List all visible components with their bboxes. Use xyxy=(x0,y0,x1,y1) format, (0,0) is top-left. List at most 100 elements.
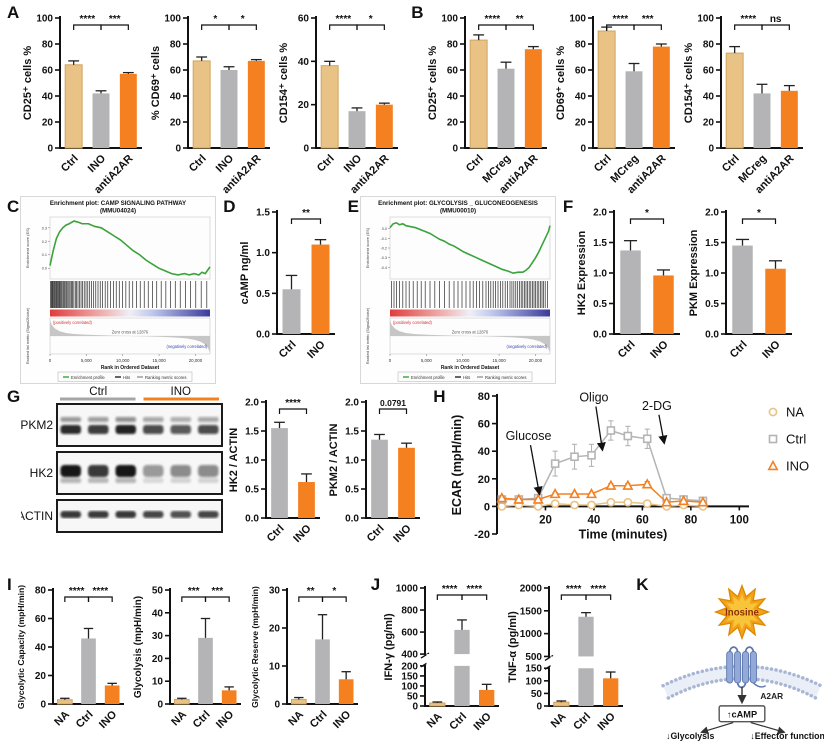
svg-text:*: * xyxy=(332,586,336,597)
camp-label: ↑cAMP xyxy=(727,709,757,719)
svg-text:****: **** xyxy=(285,398,301,409)
svg-text:0.1: 0.1 xyxy=(42,253,47,257)
svg-text:80: 80 xyxy=(446,40,458,51)
row-1: A 0 20 40 60 80 100 CD25⁺ cells % Ctrl INO antiA2… xyxy=(0,2,824,196)
svg-D: 0.0 0.5 1.0 1.5 cAMP ng/ml Ctrl INO ** xyxy=(239,208,335,361)
outcome-effector: ↓Effector function xyxy=(751,731,824,741)
svg-text:CD154⁺ cells %: CD154⁺ cells % xyxy=(683,43,695,124)
svg-text:cAMP ng/ml: cAMP ng/ml xyxy=(239,242,251,305)
svg-text:(MMU04024): (MMU04024) xyxy=(100,208,136,215)
membrane-band xyxy=(663,666,822,698)
svg-blot: Ctrl INO PKM2 HK2 ACTIN xyxy=(21,386,224,533)
chart-cd69-pct: 0 20 40 60 80 100% CD69⁺ cells Ctrl INO antiA2AR… xyxy=(148,2,276,196)
svg-text:15,000: 15,000 xyxy=(492,358,506,363)
svg-text:INO: INO xyxy=(649,338,672,361)
svg-text:Ranked list metric (Signal2Noi: Ranked list metric (Signal2Noise) xyxy=(366,307,370,364)
svg-text:**: ** xyxy=(515,14,523,25)
svg-text:60: 60 xyxy=(702,66,714,77)
svg-text:80: 80 xyxy=(574,40,586,51)
svg-text:1.0: 1.0 xyxy=(593,269,607,280)
panel-b: B 0 20 40 60 80 100 CD25⁺ cells % Ctrl MCreg anti… xyxy=(404,2,808,196)
svg-text:INO: INO xyxy=(97,708,120,731)
svg-text:PKM2 / ACTIN: PKM2 / ACTIN xyxy=(328,423,340,496)
svg-text:****: **** xyxy=(336,14,352,25)
svg-text:0.0791: 0.0791 xyxy=(380,398,406,408)
svg-text:Enrichment plot: CAMP SIGNALIN: Enrichment plot: CAMP SIGNALING PATHWAY xyxy=(50,200,187,207)
svg-text:40: 40 xyxy=(298,57,310,68)
branch-arrow-right xyxy=(751,721,787,735)
svg-text:20: 20 xyxy=(170,118,182,129)
panel-i: I 0 20 40 60 80 Glycolytic Capacity (mpH/min)… xyxy=(0,574,364,750)
panel-f: F 0.0 0.5 1.0 1.5 2.0 HK2 Expression Ctrl INO * … xyxy=(556,196,798,374)
svg-text:****: **** xyxy=(591,584,607,595)
svg-text:80: 80 xyxy=(702,40,714,51)
svg-text:0.0: 0.0 xyxy=(245,514,259,525)
pathway-svg: Inosine A2AR ↑cAMP xyxy=(661,583,824,741)
svg-text:40: 40 xyxy=(587,514,600,526)
svg-text:Enrichment profile: Enrichment profile xyxy=(411,375,445,380)
svg-text:Enrichment profile: Enrichment profile xyxy=(71,375,105,380)
svg-text:Rank in Ordered Dataset: Rank in Ordered Dataset xyxy=(441,365,500,371)
svg-text:20: 20 xyxy=(539,514,552,526)
svg-text:50: 50 xyxy=(407,691,419,702)
svg-text:60: 60 xyxy=(170,66,182,77)
svg-text:1.5: 1.5 xyxy=(593,238,607,249)
svg-text:100: 100 xyxy=(526,676,543,687)
panel-e-label: E xyxy=(347,197,359,216)
svg-text:100: 100 xyxy=(441,14,458,25)
svg-F1: 0.0 0.5 1.0 1.5 2.0 HK2 Expression Ctrl INO * xyxy=(576,208,681,361)
svg-text:****: **** xyxy=(442,584,458,595)
svg-text:0.3: 0.3 xyxy=(42,226,47,230)
svg-I1: 0 20 40 60 80 Glycolytic Capacity (mpH/min) NA… xyxy=(16,585,124,731)
svg-text:0: 0 xyxy=(157,700,163,711)
svg-E: Enrichment plot: GLYCOLYSIS _ GLUCONEOGE… xyxy=(359,196,556,384)
svg-text:Oligo: Oligo xyxy=(579,391,608,405)
svg-text:Enrichment plot: GLYCOLYSIS _: Enrichment plot: GLYCOLYSIS _ GLUCONEOGE… xyxy=(378,200,538,207)
svg-text:40: 40 xyxy=(446,92,458,103)
svg-text:(negatively correlated): (negatively correlated) xyxy=(506,344,547,349)
svg-text:NA: NA xyxy=(425,711,445,731)
row-3: G Ctrl INO PKM2 HK2 ACTIN 0.0 0.5 1.0 1.5 2.0 HK2… xyxy=(0,386,824,574)
gsea-glycolysis-plot: Enrichment plot: GLYCOLYSIS _ GLUCONEOGE… xyxy=(359,196,556,384)
svg-text:0.5: 0.5 xyxy=(245,485,259,496)
svg-text:NA: NA xyxy=(549,711,569,731)
svg-text:Ranking metric scores: Ranking metric scores xyxy=(145,375,186,380)
svg-text:NA: NA xyxy=(786,405,804,420)
chart-camp: 0.0 0.5 1.0 1.5 cAMP ng/ml Ctrl INO ** xyxy=(237,196,341,374)
camp-box xyxy=(718,705,766,723)
svg-text:20: 20 xyxy=(574,118,586,129)
svg-text:****: **** xyxy=(92,586,108,597)
svg-text:INO: INO xyxy=(392,522,415,545)
chart-hk2-expression: 0.0 0.5 1.0 1.5 2.0 HK2 Expression Ctrl INO * xyxy=(574,196,686,374)
svg-text:Ctrl: Ctrl xyxy=(265,523,287,545)
a2ar-receptor-icon xyxy=(726,646,767,689)
svg-text:***: *** xyxy=(211,586,223,597)
svg-text:60: 60 xyxy=(446,66,458,77)
chart-pkm2-actin: 0.0 0.5 1.0 1.5 2.0 PKM2 / ACTIN Ctrl INO 0.0791 xyxy=(326,386,426,558)
svg-text:80: 80 xyxy=(35,586,47,597)
svg-text:1.0: 1.0 xyxy=(256,248,270,259)
svg-text:0.5: 0.5 xyxy=(593,299,607,310)
svg-text:0: 0 xyxy=(49,358,52,363)
svg-text:ns: ns xyxy=(769,14,781,25)
svg-text:40: 40 xyxy=(574,92,586,103)
svg-text:50: 50 xyxy=(531,689,543,700)
svg-text:30: 30 xyxy=(152,631,164,642)
svg-text:0: 0 xyxy=(708,144,714,155)
svg-text:****: **** xyxy=(612,14,628,25)
svg-text:Ctrl: Ctrl xyxy=(315,153,337,175)
svg-text:20: 20 xyxy=(42,118,54,129)
branch-arrow-left xyxy=(700,721,734,735)
svg-text:0.0: 0.0 xyxy=(345,514,359,525)
svg-text:2.0: 2.0 xyxy=(593,208,607,219)
svg-text:**: ** xyxy=(302,208,310,219)
svg-text:Ctrl: Ctrl xyxy=(463,153,485,175)
svg-text:*: * xyxy=(241,14,245,25)
svg-text:INO: INO xyxy=(214,708,237,731)
svg-text:200: 200 xyxy=(402,661,419,672)
svg-I2: 0 10 20 30 40 50 Glycolysis (mpH/min) NA Ctrl INO… xyxy=(133,586,241,731)
svg-text:CD69⁺ cells %: CD69⁺ cells % xyxy=(555,46,567,121)
